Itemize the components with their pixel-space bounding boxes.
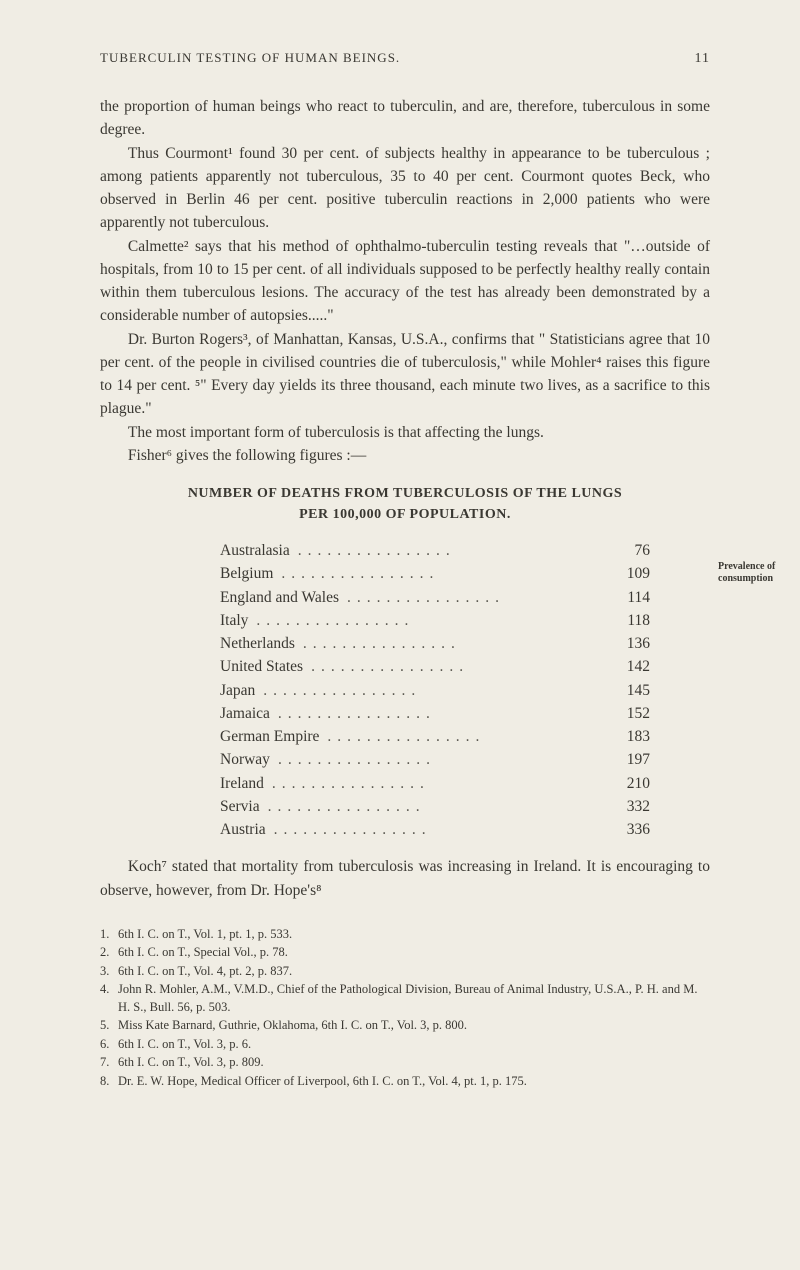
paragraph-4: Dr. Burton Rogers³, of Manhattan, Kansas… xyxy=(100,328,710,421)
paragraph-7: Koch⁷ stated that mortality from tubercu… xyxy=(100,855,710,902)
table-row: Australasia................76 xyxy=(220,539,650,562)
table-row: Netherlands................136 xyxy=(220,632,650,655)
deaths-table: Australasia................76Belgium....… xyxy=(220,539,650,841)
country-name: Australasia xyxy=(220,539,290,562)
margin-note-prevalence: Prevalence of consumption xyxy=(718,561,788,585)
country-name: Italy xyxy=(220,609,248,632)
reference-text: 6th I. C. on T., Special Vol., p. 78. xyxy=(118,944,710,962)
references: 1.6th I. C. on T., Vol. 1, pt. 1, p. 533… xyxy=(100,926,710,1091)
reference-item: 1.6th I. C. on T., Vol. 1, pt. 1, p. 533… xyxy=(100,926,710,944)
table-row: England and Wales................114 xyxy=(220,586,650,609)
page-header: TUBERCULIN TESTING OF HUMAN BEINGS. 11 xyxy=(100,50,710,67)
paragraph-1: the proportion of human beings who react… xyxy=(100,95,710,142)
country-name: German Empire xyxy=(220,725,319,748)
country-name: Norway xyxy=(220,748,270,771)
reference-text: John R. Mohler, A.M., V.M.D., Chief of t… xyxy=(118,981,710,1016)
paragraph-3: Calmette² says that his method of ophtha… xyxy=(100,235,710,328)
country-name: Servia xyxy=(220,795,260,818)
country-value: 197 xyxy=(610,748,650,771)
reference-number: 1. xyxy=(100,926,118,944)
country-name: Belgium xyxy=(220,562,273,585)
paragraph-6: Fisher⁶ gives the following figures :— xyxy=(100,444,710,467)
reference-item: 7.6th I. C. on T., Vol. 3, p. 809. xyxy=(100,1054,710,1072)
reference-number: 3. xyxy=(100,963,118,981)
dots-filler: ................ xyxy=(266,818,610,841)
page-number: 11 xyxy=(695,51,710,67)
reference-text: 6th I. C. on T., Vol. 3, p. 809. xyxy=(118,1054,710,1072)
dots-filler: ................ xyxy=(290,539,610,562)
table-row: United States................142 xyxy=(220,655,650,678)
country-name: Jamaica xyxy=(220,702,270,725)
country-value: 114 xyxy=(610,586,650,609)
reference-text: 6th I. C. on T., Vol. 3, p. 6. xyxy=(118,1036,710,1054)
country-value: 336 xyxy=(610,818,650,841)
country-value: 142 xyxy=(610,655,650,678)
table-row: Servia................332 xyxy=(220,795,650,818)
country-value: 183 xyxy=(610,725,650,748)
reference-number: 4. xyxy=(100,981,118,1016)
table-row: Ireland................210 xyxy=(220,772,650,795)
country-value: 109 xyxy=(610,562,650,585)
country-value: 152 xyxy=(610,702,650,725)
dots-filler: ................ xyxy=(339,586,610,609)
dots-filler: ................ xyxy=(303,655,610,678)
country-name: England and Wales xyxy=(220,586,339,609)
table-row: Italy................118 xyxy=(220,609,650,632)
country-name: Austria xyxy=(220,818,266,841)
dots-filler: ................ xyxy=(264,772,610,795)
table-title-line-1: NUMBER OF DEATHS FROM TUBERCULOSIS OF TH… xyxy=(100,483,710,504)
reference-item: 6.6th I. C. on T., Vol. 3, p. 6. xyxy=(100,1036,710,1054)
country-name: United States xyxy=(220,655,303,678)
dots-filler: ................ xyxy=(273,562,610,585)
reference-item: 5.Miss Kate Barnard, Guthrie, Oklahoma, … xyxy=(100,1017,710,1035)
country-value: 332 xyxy=(610,795,650,818)
country-name: Japan xyxy=(220,679,255,702)
reference-text: Miss Kate Barnard, Guthrie, Oklahoma, 6t… xyxy=(118,1017,710,1035)
reference-item: 4.John R. Mohler, A.M., V.M.D., Chief of… xyxy=(100,981,710,1016)
body-text: the proportion of human beings who react… xyxy=(100,95,710,467)
country-value: 118 xyxy=(610,609,650,632)
table-title: NUMBER OF DEATHS FROM TUBERCULOSIS OF TH… xyxy=(100,483,710,525)
country-value: 136 xyxy=(610,632,650,655)
table-row: Japan................145 xyxy=(220,679,650,702)
table-row: Jamaica................152 xyxy=(220,702,650,725)
dots-filler: ................ xyxy=(255,679,610,702)
reference-item: 2.6th I. C. on T., Special Vol., p. 78. xyxy=(100,944,710,962)
dots-filler: ................ xyxy=(319,725,610,748)
reference-number: 8. xyxy=(100,1073,118,1091)
table-title-line-2: PER 100,000 OF POPULATION. xyxy=(100,504,710,525)
dots-filler: ................ xyxy=(260,795,610,818)
country-value: 145 xyxy=(610,679,650,702)
table-row: Austria................336 xyxy=(220,818,650,841)
reference-item: 3.6th I. C. on T., Vol. 4, pt. 2, p. 837… xyxy=(100,963,710,981)
country-value: 210 xyxy=(610,772,650,795)
table-row: Norway................197 xyxy=(220,748,650,771)
reference-item: 8.Dr. E. W. Hope, Medical Officer of Liv… xyxy=(100,1073,710,1091)
dots-filler: ................ xyxy=(248,609,610,632)
header-title: TUBERCULIN TESTING OF HUMAN BEINGS. xyxy=(100,50,400,66)
country-name: Netherlands xyxy=(220,632,295,655)
paragraph-2: Thus Courmont¹ found 30 per cent. of sub… xyxy=(100,142,710,235)
dots-filler: ................ xyxy=(295,632,610,655)
reference-text: 6th I. C. on T., Vol. 4, pt. 2, p. 837. xyxy=(118,963,710,981)
reference-number: 2. xyxy=(100,944,118,962)
reference-number: 6. xyxy=(100,1036,118,1054)
country-name: Ireland xyxy=(220,772,264,795)
country-value: 76 xyxy=(610,539,650,562)
table-row: Belgium................109 xyxy=(220,562,650,585)
reference-number: 5. xyxy=(100,1017,118,1035)
dots-filler: ................ xyxy=(270,748,610,771)
dots-filler: ................ xyxy=(270,702,610,725)
reference-text: Dr. E. W. Hope, Medical Officer of Liver… xyxy=(118,1073,710,1091)
reference-number: 7. xyxy=(100,1054,118,1072)
reference-text: 6th I. C. on T., Vol. 1, pt. 1, p. 533. xyxy=(118,926,710,944)
table-row: German Empire................183 xyxy=(220,725,650,748)
paragraph-5: The most important form of tuberculosis … xyxy=(100,421,710,444)
